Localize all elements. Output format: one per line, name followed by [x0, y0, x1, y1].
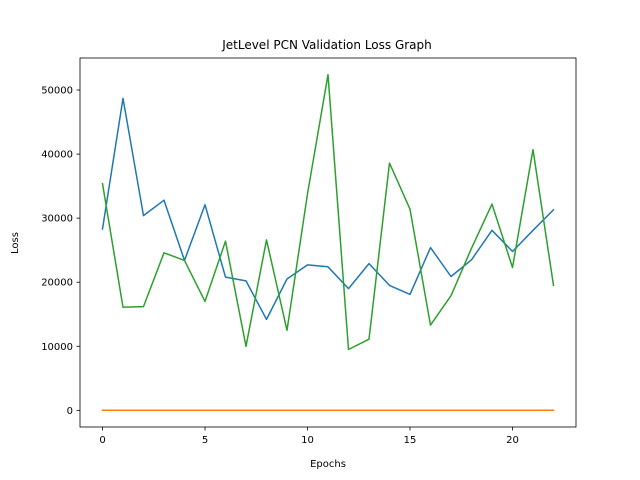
- y-tick-label: 40000: [41, 150, 73, 161]
- y-tick-label: 20000: [41, 278, 73, 289]
- y-tick-label: 50000: [41, 86, 73, 97]
- x-tick-label: 0: [99, 435, 105, 446]
- plot-frame: [79, 57, 577, 428]
- y-tick-label: 10000: [41, 342, 73, 353]
- series-line-3: [101, 73, 555, 351]
- x-axis-ticks: 0 5 10 15 20: [99, 427, 519, 446]
- x-axis-label: Epochs: [310, 459, 346, 470]
- x-tick-label: 20: [506, 435, 519, 446]
- chart-title: JetLevel PCN Validation Loss Graph: [221, 38, 432, 52]
- x-tick-label: 10: [301, 435, 314, 446]
- y-tick-label: 30000: [41, 214, 73, 225]
- y-axis-label: Loss: [10, 232, 21, 254]
- x-tick-label: 15: [404, 435, 417, 446]
- y-axis-ticks: 0 10000 20000 30000 40000 50000: [41, 86, 80, 417]
- series-line-1: [101, 97, 555, 321]
- y-tick-label: 0: [67, 406, 73, 417]
- x-tick-label: 5: [202, 435, 208, 446]
- plot-lines: [101, 73, 555, 412]
